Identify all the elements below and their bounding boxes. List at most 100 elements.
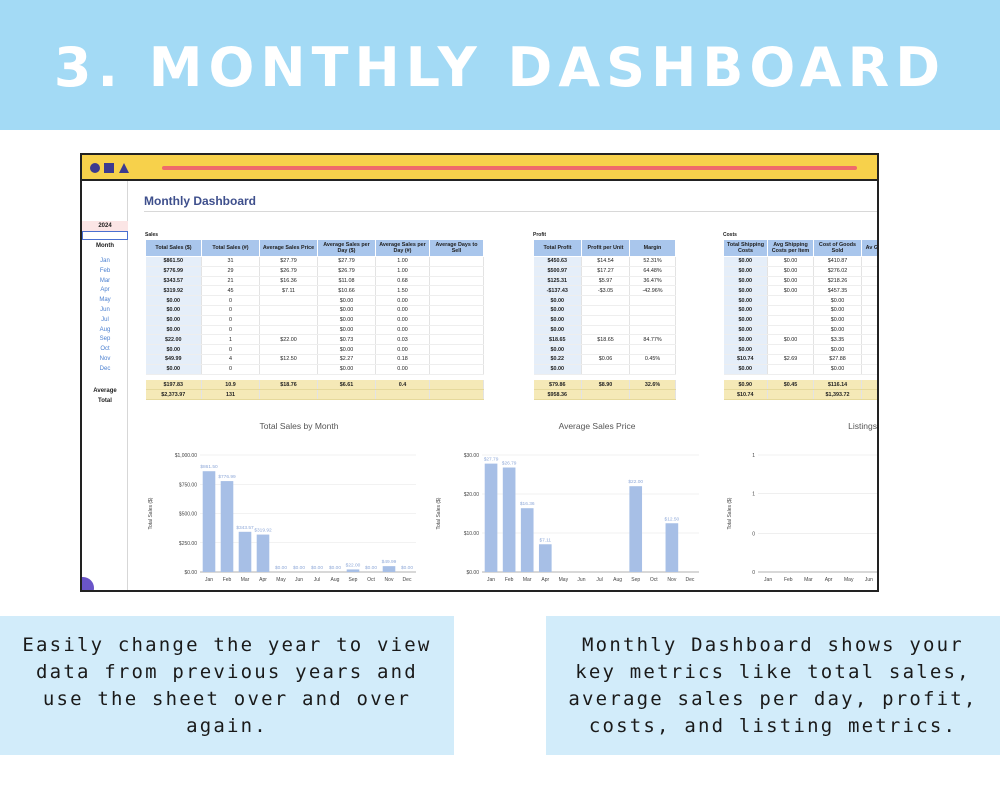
table-cell[interactable]: $218.26 <box>813 276 862 287</box>
table-cell[interactable] <box>861 295 877 306</box>
table-cell[interactable]: 0.00 <box>375 305 430 316</box>
table-cell[interactable]: $0.00 <box>723 334 768 346</box>
table-cell[interactable]: $0.00 <box>813 315 862 326</box>
table-cell[interactable]: 1.50 <box>375 285 430 297</box>
table-cell[interactable] <box>767 344 814 355</box>
table-cell[interactable]: 0 <box>201 364 260 375</box>
table-cell[interactable]: $22.00 <box>145 334 202 346</box>
table-cell[interactable]: 0.03 <box>375 334 430 346</box>
table-cell[interactable]: $79.86 <box>533 380 582 391</box>
table-cell[interactable]: $14.54 <box>581 256 630 267</box>
table-cell[interactable]: $450.63 <box>533 256 582 267</box>
table-cell[interactable] <box>767 305 814 316</box>
table-cell[interactable] <box>629 295 676 306</box>
table-cell[interactable] <box>861 325 877 336</box>
table-cell[interactable] <box>629 344 676 355</box>
table-cell[interactable] <box>581 295 630 306</box>
table-cell[interactable]: 0.00 <box>375 344 430 355</box>
table-cell[interactable]: $0.00 <box>813 344 862 355</box>
table-cell[interactable] <box>581 315 630 326</box>
table-cell[interactable] <box>429 295 484 306</box>
table-cell[interactable]: $27.79 <box>317 256 376 267</box>
table-cell[interactable]: $18.65 <box>533 334 582 346</box>
table-cell[interactable]: $116.14 <box>813 380 862 391</box>
table-cell[interactable] <box>259 325 318 336</box>
table-cell[interactable]: $10.74 <box>723 354 768 365</box>
table-cell[interactable]: 0.00 <box>375 315 430 326</box>
table-cell[interactable]: 31 <box>201 256 260 267</box>
table-cell[interactable]: $0.00 <box>533 315 582 326</box>
table-cell[interactable] <box>861 256 877 267</box>
table-cell[interactable]: $0.00 <box>145 315 202 326</box>
table-cell[interactable] <box>767 295 814 306</box>
table-cell[interactable]: $410.87 <box>813 256 862 267</box>
table-cell[interactable]: $0.00 <box>145 305 202 316</box>
table-cell[interactable]: $10.74 <box>723 389 768 401</box>
table-cell[interactable]: 0.45% <box>629 354 676 365</box>
table-cell[interactable]: 1.00 <box>375 266 430 277</box>
table-cell[interactable]: 21 <box>201 276 260 287</box>
table-cell[interactable] <box>767 325 814 336</box>
table-cell[interactable]: $5.97 <box>581 276 630 287</box>
selected-cell[interactable] <box>82 231 128 240</box>
table-cell[interactable]: $1,393.72 <box>813 389 862 401</box>
table-cell[interactable]: $0.00 <box>317 315 376 326</box>
table-cell[interactable]: $457.35 <box>813 285 862 297</box>
table-cell[interactable]: $6.61 <box>317 380 376 391</box>
table-cell[interactable] <box>429 285 484 297</box>
table-cell[interactable]: $0.00 <box>723 315 768 326</box>
table-cell[interactable] <box>429 325 484 336</box>
table-cell[interactable]: 0 <box>201 305 260 316</box>
table-cell[interactable]: $16.36 <box>259 276 318 287</box>
table-cell[interactable]: $0.00 <box>767 285 814 297</box>
table-cell[interactable]: 0 <box>201 344 260 355</box>
table-cell[interactable]: $0.00 <box>533 305 582 316</box>
table-cell[interactable]: $125.31 <box>533 276 582 287</box>
table-cell[interactable]: $0.00 <box>767 334 814 346</box>
table-cell[interactable]: $0.00 <box>533 364 582 375</box>
table-cell[interactable]: $0.00 <box>723 295 768 306</box>
table-cell[interactable] <box>317 389 376 401</box>
table-cell[interactable]: $0.00 <box>813 305 862 316</box>
table-cell[interactable]: $0.00 <box>145 295 202 306</box>
table-cell[interactable] <box>767 364 814 375</box>
table-cell[interactable] <box>259 315 318 326</box>
table-cell[interactable]: $0.00 <box>317 344 376 355</box>
table-cell[interactable]: $10.66 <box>317 285 376 297</box>
table-cell[interactable]: $2,373.97 <box>145 389 202 401</box>
table-cell[interactable] <box>861 305 877 316</box>
table-cell[interactable] <box>629 305 676 316</box>
table-cell[interactable] <box>429 364 484 375</box>
table-cell[interactable]: $3.35 <box>813 334 862 346</box>
table-cell[interactable] <box>259 305 318 316</box>
table-cell[interactable]: 0.00 <box>375 364 430 375</box>
table-cell[interactable]: $0.90 <box>723 380 768 391</box>
table-cell[interactable] <box>767 389 814 401</box>
table-cell[interactable]: 0.00 <box>375 325 430 336</box>
table-cell[interactable]: $0.00 <box>533 295 582 306</box>
table-cell[interactable] <box>861 354 877 365</box>
table-cell[interactable]: $0.00 <box>813 364 862 375</box>
table-cell[interactable] <box>429 344 484 355</box>
table-cell[interactable] <box>581 325 630 336</box>
table-cell[interactable]: 52.31% <box>629 256 676 267</box>
table-cell[interactable]: $0.00 <box>317 325 376 336</box>
table-cell[interactable]: $0.00 <box>317 305 376 316</box>
table-cell[interactable]: 0.4 <box>375 380 430 391</box>
table-cell[interactable] <box>259 295 318 306</box>
table-cell[interactable]: $276.02 <box>813 266 862 277</box>
table-cell[interactable]: 4 <box>201 354 260 365</box>
table-cell[interactable] <box>429 354 484 365</box>
table-cell[interactable]: $0.00 <box>145 344 202 355</box>
table-cell[interactable]: $0.00 <box>723 325 768 336</box>
table-cell[interactable]: $0.00 <box>723 364 768 375</box>
table-cell[interactable] <box>259 389 318 401</box>
table-cell[interactable]: 1 <box>201 334 260 346</box>
table-cell[interactable]: $18.76 <box>259 380 318 391</box>
table-cell[interactable] <box>861 276 877 287</box>
table-cell[interactable]: $776.99 <box>145 266 202 277</box>
table-cell[interactable]: 64.48% <box>629 266 676 277</box>
table-cell[interactable] <box>629 364 676 375</box>
table-cell[interactable]: $0.00 <box>767 266 814 277</box>
table-cell[interactable]: 36.47% <box>629 276 676 287</box>
